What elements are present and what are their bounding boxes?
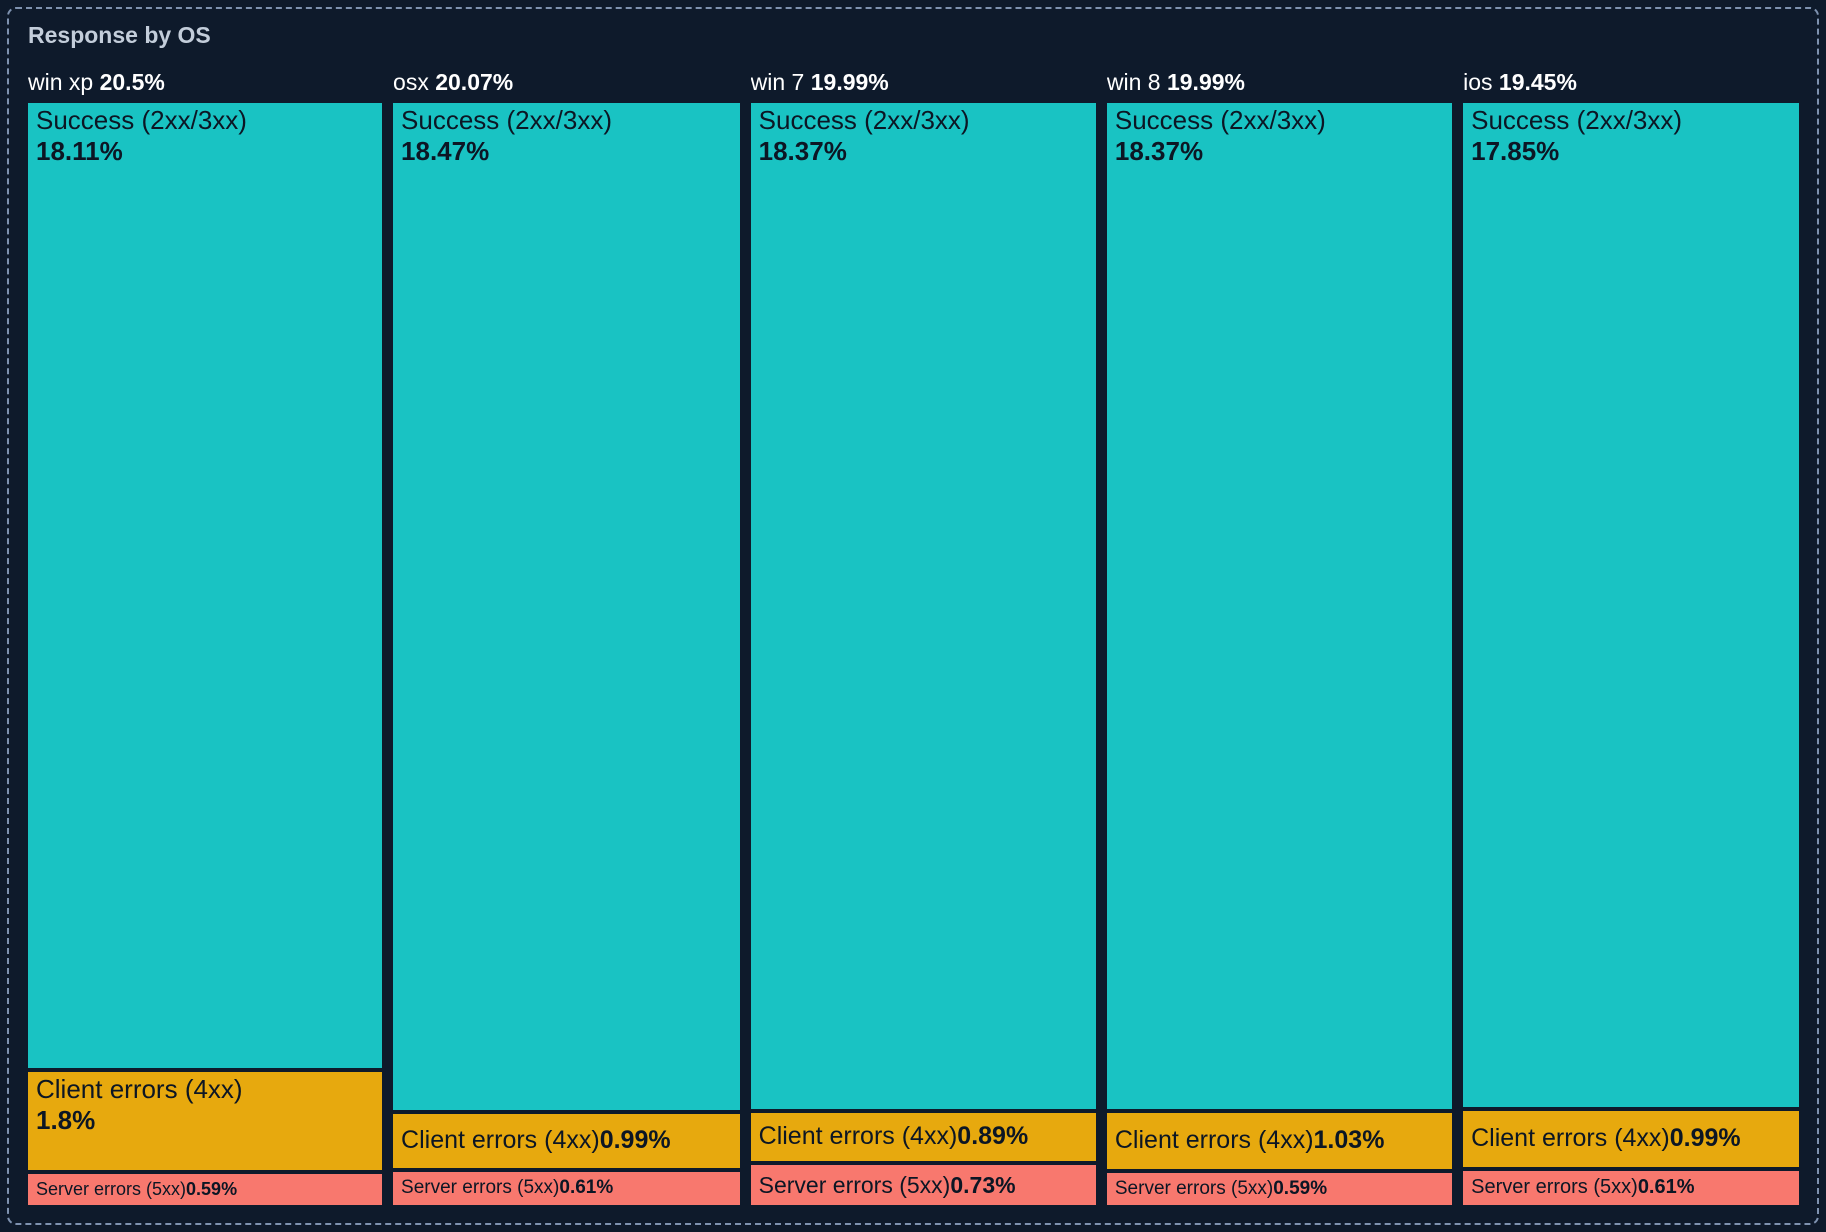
segment-stack: Success (2xx/3xx) 17.85% Client errors (4x… [1463,103,1800,1205]
segment-stack: Success (2xx/3xx) 18.11% Client errors (4x… [28,103,383,1205]
os-total-percent: 20.5% [99,69,165,95]
response-by-os-panel[interactable]: Response by OS win xp 20.5% Success (2xx/… [7,7,1819,1225]
os-total-percent: 19.45% [1498,69,1577,95]
segment-percent: 18.11% [36,135,123,166]
segment-percent: 1.03% [1313,1126,1385,1155]
segment-label: Server errors (5xx) [1114,1177,1274,1199]
segment-stack: Success (2xx/3xx) 18.37% Client errors (4x… [750,103,1096,1205]
segment-percent: 18.37% [1114,135,1204,166]
os-label: win xp [28,69,100,95]
column-header-ios: ios 19.45% [1463,67,1799,97]
segment-percent: 0.61% [559,1177,614,1199]
segment-label: Server errors (5xx) [401,1177,560,1199]
column-header-win-8: win 8 19.99% [1107,67,1452,97]
segment-success-win-8[interactable]: Success (2xx/3xx) 18.37% [1106,103,1453,1109]
segment-label: Client errors (4xx) [401,1126,600,1155]
segment-success-win-xp[interactable]: Success (2xx/3xx) 18.11% [28,103,383,1068]
segment-success-win-7[interactable]: Success (2xx/3xx) 18.37% [750,103,1096,1109]
segment-percent: 0.73% [950,1171,1016,1198]
segment-label: Client errors (4xx) [758,1122,958,1151]
segment-label: Server errors (5xx) [1471,1176,1638,1199]
column-header-win-xp: win xp 20.5% [28,67,382,97]
segment-stack: Success (2xx/3xx) 18.37% Client errors (4x… [1106,103,1453,1205]
os-total-percent: 20.07% [435,69,514,95]
os-total-percent: 19.99% [810,69,889,95]
os-total-percent: 19.99% [1166,69,1245,95]
os-label: ios [1463,69,1499,95]
segment-label: Success (2xx/3xx) [1114,105,1326,135]
segment-percent: 0.99% [599,1126,671,1155]
segment-label: Server errors (5xx) [758,1171,951,1198]
segment-percent: 0.59% [186,1178,238,1199]
treemap-column-ios: ios 19.45% Success (2xx/3xx) 17.85% Client … [1463,67,1800,1205]
segment-server_errors-win-8[interactable]: Server errors (5xx) 0.59% [1106,1172,1453,1205]
segment-label: Server errors (5xx) [36,1178,187,1199]
segment-server_errors-ios[interactable]: Server errors (5xx) 0.61% [1463,1170,1800,1205]
segment-percent: 17.85% [1471,135,1560,166]
segment-client_errors-osx[interactable]: Client errors (4xx) 0.99% [393,1113,740,1168]
column-header-osx: osx 20.07% [393,67,740,97]
segment-percent: 1.8% [36,1104,96,1135]
segment-percent: 0.99% [1669,1124,1741,1153]
column-header-win-7: win 7 19.99% [751,67,1096,97]
treemap-column-win-8: win 8 19.99% Success (2xx/3xx) 18.37% Clien… [1106,67,1453,1205]
segment-label: Client errors (4xx) [36,1073,243,1104]
segment-server_errors-osx[interactable]: Server errors (5xx) 0.61% [393,1171,740,1205]
segment-percent: 18.37% [758,135,847,166]
segment-success-ios[interactable]: Success (2xx/3xx) 17.85% [1463,103,1800,1108]
segment-percent: 18.47% [401,135,490,166]
segment-label: Success (2xx/3xx) [36,105,247,135]
segment-percent: 0.59% [1273,1177,1328,1199]
segment-server_errors-win-xp[interactable]: Server errors (5xx) 0.59% [28,1173,383,1205]
segment-label: Client errors (4xx) [1114,1126,1314,1155]
segment-percent: 0.61% [1637,1176,1695,1199]
segment-label: Success (2xx/3xx) [1471,105,1683,135]
panel-title: Response by OS [28,22,211,48]
segment-success-osx[interactable]: Success (2xx/3xx) 18.47% [393,103,740,1110]
segment-percent: 0.89% [957,1122,1029,1151]
segment-label: Success (2xx/3xx) [758,105,970,135]
segment-label: Success (2xx/3xx) [401,105,612,135]
segment-client_errors-win-xp[interactable]: Client errors (4xx) 1.8% [28,1071,383,1170]
os-label: osx [393,69,436,95]
segment-client_errors-win-7[interactable]: Client errors (4xx) 0.89% [750,1112,1096,1162]
segment-stack: Success (2xx/3xx) 18.47% Client errors (4x… [393,103,740,1205]
segment-label: Client errors (4xx) [1471,1124,1670,1153]
os-label: win 7 [750,69,811,95]
segment-client_errors-win-8[interactable]: Client errors (4xx) 1.03% [1106,1112,1453,1169]
treemap-column-win-7: win 7 19.99% Success (2xx/3xx) 18.37% Clien… [750,67,1096,1205]
segment-server_errors-win-7[interactable]: Server errors (5xx) 0.73% [750,1165,1096,1205]
segment-client_errors-ios[interactable]: Client errors (4xx) 0.99% [1463,1111,1800,1167]
os-label: win 8 [1106,69,1167,95]
treemap-column-win-xp: win xp 20.5% Success (2xx/3xx) 18.11% Clien… [28,67,383,1205]
treemap-column-osx: osx 20.07% Success (2xx/3xx) 18.47% Client … [393,67,740,1205]
treemap-chart: win xp 20.5% Success (2xx/3xx) 18.11% Clien… [28,67,1800,1205]
